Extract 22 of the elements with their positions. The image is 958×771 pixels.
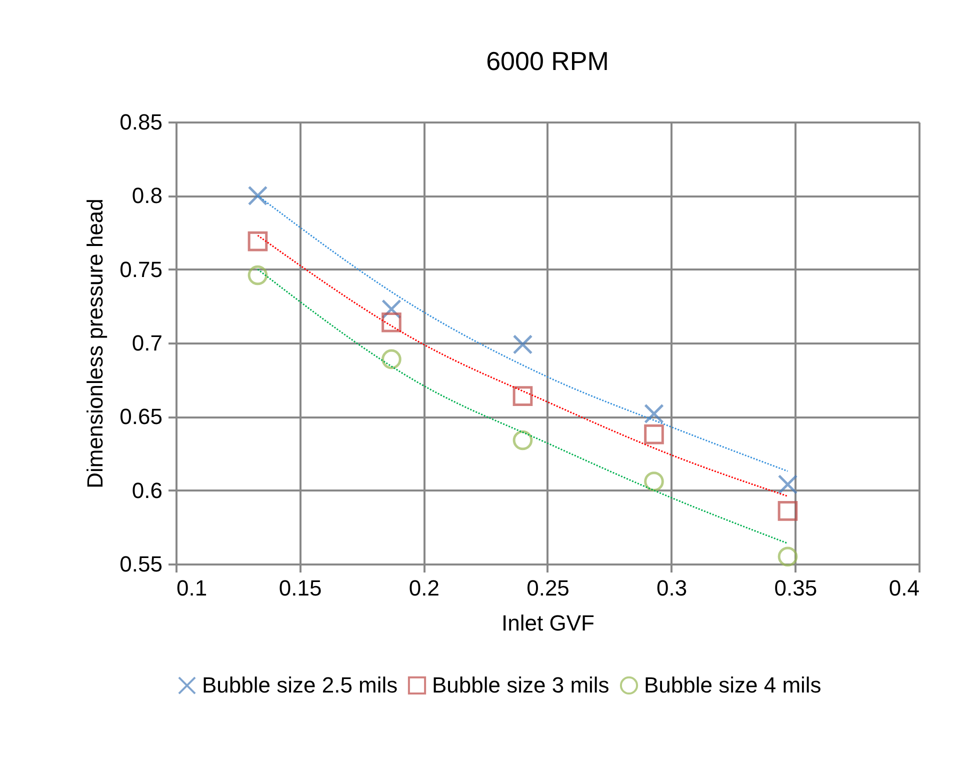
- x-tick-label: 0.25: [526, 576, 570, 600]
- legend-label: Bubble size 2.5 mils: [202, 672, 398, 698]
- x-tick-label: 0.1: [176, 576, 208, 600]
- legend-label: Bubble size 4 mils: [644, 672, 822, 698]
- x-tick-label: 0.15: [278, 576, 322, 600]
- y-tick-label: 0.75: [120, 256, 162, 282]
- x-axis-title: Inlet GVF: [502, 610, 594, 636]
- y-tick-label: 0.8: [132, 183, 162, 208]
- x-tick-label: 0.4: [888, 576, 920, 600]
- y-tick-label: 0.55: [120, 552, 162, 576]
- x-tick-label: 0.35: [774, 576, 818, 600]
- line-series: [256, 194, 788, 472]
- chart-title: 6000 RPM: [486, 46, 609, 76]
- y-tick-label: 0.7: [132, 330, 162, 356]
- y-axis-title: Dimensionless pressure head: [82, 198, 108, 488]
- y-tick-label: 0.65: [120, 404, 162, 430]
- y-tick-label: 0.85: [120, 110, 162, 134]
- x-tick-label: 0.3: [656, 576, 688, 600]
- legend-label: Bubble size 3 mils: [432, 672, 610, 698]
- line-series: [256, 268, 788, 544]
- y-tick-label: 0.6: [132, 478, 162, 503]
- x-tick-label: 0.2: [408, 576, 440, 600]
